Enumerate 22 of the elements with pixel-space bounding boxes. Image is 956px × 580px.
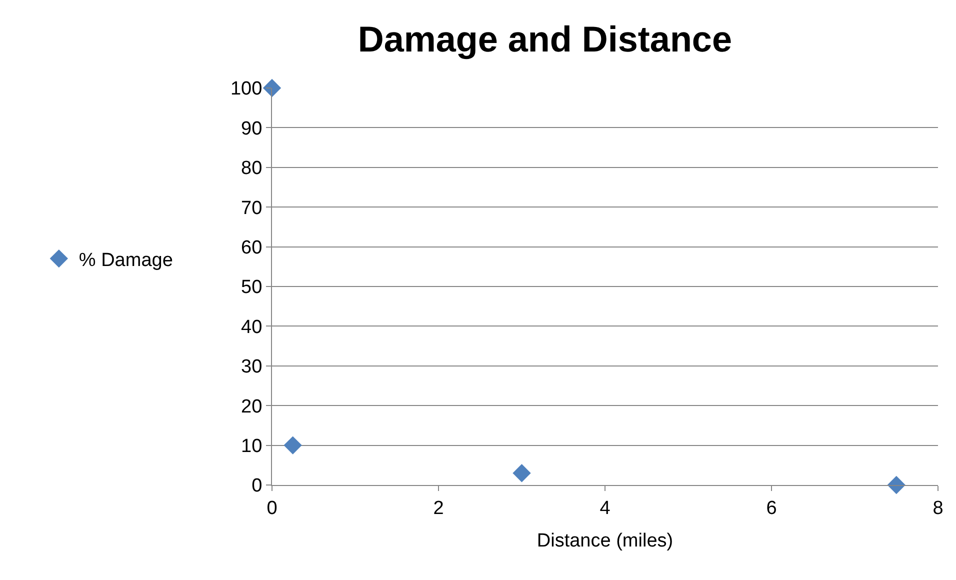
x-tick-label: 0 (266, 498, 278, 519)
x-tick-label: 2 (433, 498, 444, 519)
y-tick-label: 60 (241, 237, 262, 258)
x-tick-label: 6 (766, 498, 777, 519)
point (284, 436, 302, 454)
point (262, 78, 282, 98)
y-tick-label: 50 (241, 277, 262, 298)
y-tick-label: 10 (241, 436, 262, 457)
point (512, 464, 531, 482)
chart-title: Damage and Distance (358, 18, 732, 60)
y-tick-label: 70 (241, 198, 262, 219)
y-tick-label: 100 (230, 78, 262, 100)
y-tick-label: 30 (241, 356, 262, 378)
x-tick-label: 4 (600, 498, 611, 519)
y-tick-label: 0 (252, 476, 262, 497)
y-tick-label: 20 (241, 396, 262, 418)
x-axis-title: Distance (miles) (536, 530, 674, 552)
y-tick-label: 80 (241, 158, 262, 180)
y-tick-label: 90 (241, 118, 262, 140)
y-tick-label: 40 (241, 316, 262, 338)
legend-label: % Damage (78, 250, 173, 271)
x-tick-label: 8 (932, 498, 944, 519)
